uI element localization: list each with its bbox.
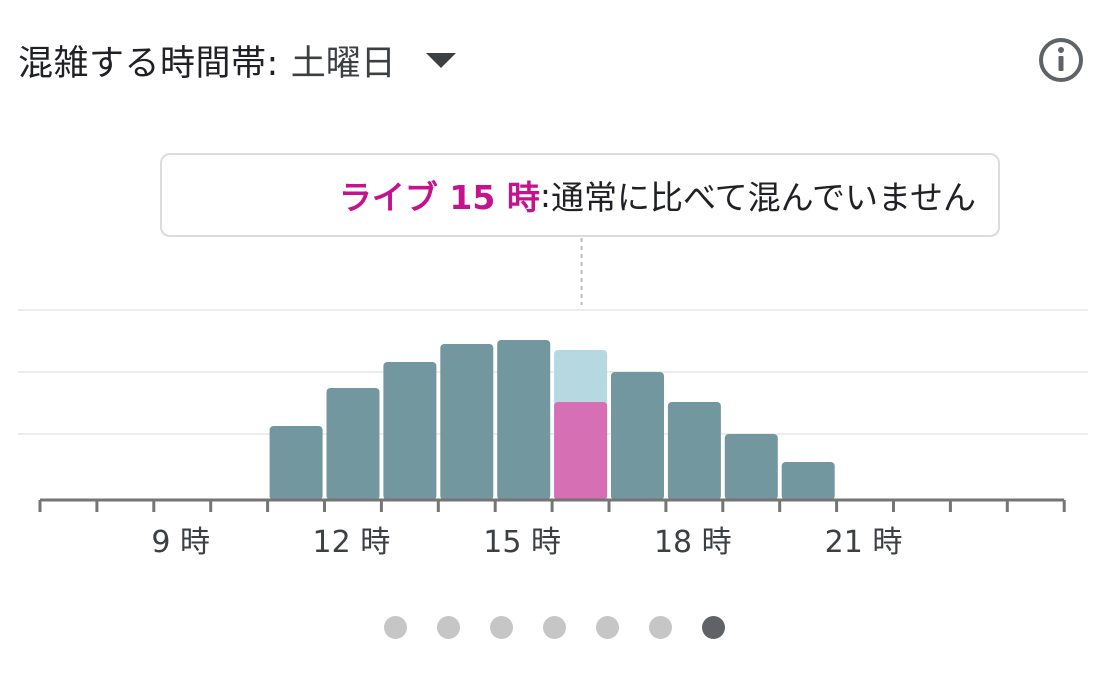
hour-bar[interactable]	[440, 344, 494, 500]
pagination-dot-active[interactable]	[702, 616, 725, 639]
hour-bar[interactable]	[383, 362, 437, 500]
info-icon[interactable]	[1038, 37, 1084, 83]
day-selector[interactable]: 土曜日	[291, 35, 456, 86]
hour-bar[interactable]	[724, 434, 778, 500]
x-tick-label: 9 時	[151, 525, 210, 560]
x-tick-label: 18 時	[654, 525, 732, 560]
hour-bar[interactable]	[781, 462, 835, 500]
hour-bar[interactable]	[667, 402, 721, 500]
popular-times-header: 混雑する時間帯: 土曜日	[18, 30, 456, 90]
pagination-dot[interactable]	[543, 616, 566, 639]
live-hour-label: ライブ 15 時	[338, 178, 540, 217]
live-status-text: 通常に比べて混んでいません	[550, 178, 976, 217]
hour-bar[interactable]	[269, 426, 323, 500]
day-selector-label: 土曜日	[290, 43, 396, 84]
hour-bar[interactable]	[326, 388, 380, 500]
pagination-dot[interactable]	[596, 616, 619, 639]
x-tick-label: 21 時	[825, 525, 903, 560]
x-tick-label: 15 時	[483, 525, 561, 560]
popular-times-title: 混雑する時間帯:	[18, 43, 279, 84]
pagination-dot[interactable]	[384, 616, 407, 639]
day-pagination[interactable]	[384, 616, 725, 639]
pagination-dot[interactable]	[437, 616, 460, 639]
caret-down-icon	[425, 52, 456, 68]
popular-times-chart: 9 時 12 時 15 時 18 時 21 時	[18, 238, 1088, 560]
live-bar[interactable]	[554, 402, 608, 500]
tooltip-separator: :	[539, 175, 551, 215]
hour-bar[interactable]	[611, 372, 664, 500]
pagination-dot[interactable]	[649, 616, 672, 639]
live-status-tooltip: ライブ 15 時 : 通常に比べて混んでいません	[160, 153, 1000, 237]
pagination-dot[interactable]	[490, 616, 513, 639]
x-tick-label: 12 時	[313, 525, 391, 560]
hour-bar[interactable]	[497, 340, 551, 500]
